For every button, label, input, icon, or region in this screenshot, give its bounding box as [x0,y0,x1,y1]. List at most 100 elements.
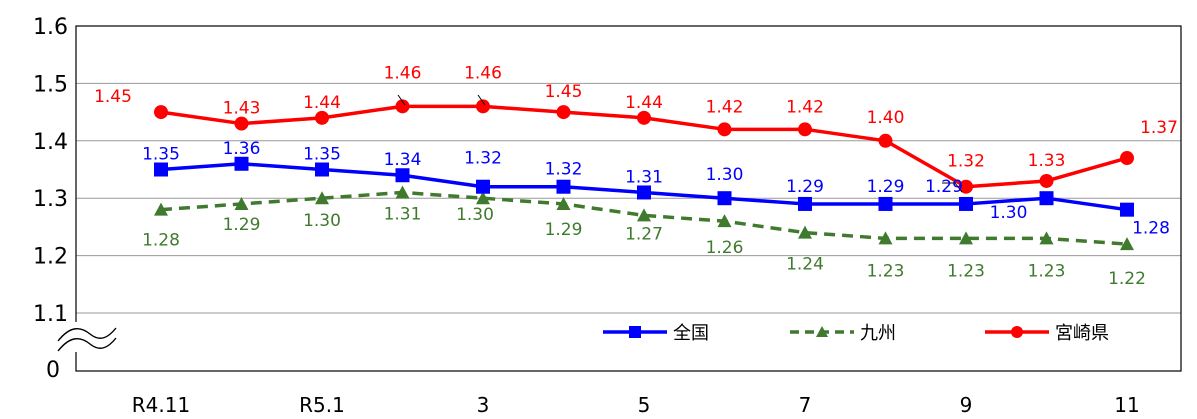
data-label: 1.44 [625,93,663,113]
data-point-marker [315,162,329,177]
data-label: 1.42 [786,97,824,117]
y-tick-label: 1.6 [33,15,68,40]
x-tick-label: 3 [477,393,490,417]
data-point-marker [1039,231,1054,245]
data-point-marker [959,231,973,245]
data-point-marker [1120,151,1134,166]
data-point-marker [234,156,249,171]
data-point-marker [315,110,329,125]
axis-break-wave [57,337,117,352]
y-tick-label: 1.4 [33,130,68,155]
data-label: 1.40 [867,108,905,128]
legend-label: 九州 [860,323,896,344]
legend-marker [816,326,828,337]
x-tick-label: R5.1 [299,393,345,417]
data-point-marker [154,202,168,216]
data-point-marker [315,191,329,205]
x-tick-label: 11 [1114,393,1139,417]
x-tick-label: 9 [960,393,973,417]
data-label: 1.43 [223,99,261,119]
legend-item: 宮崎県 [985,323,1109,344]
data-point-marker [1120,202,1134,217]
series-lines [154,99,1134,251]
y-tick-label: 1.5 [33,72,68,97]
axis-break-wave [57,327,117,342]
data-labels: 1.28 1.29 1.30 1.31 1.30 1.29 1.27 1.26 1.24 1.23… [94,63,1178,289]
data-label: 1.32 [464,149,502,169]
legend-item: 全国 [603,323,709,344]
data-point-marker [798,225,812,239]
data-point-marker [556,179,571,194]
data-label: 1.46 [384,63,422,83]
data-point-marker [878,196,893,211]
data-point-marker [1039,191,1054,206]
data-label: 1.29 [925,177,963,197]
data-point-marker [637,110,651,125]
data-label: 1.34 [384,150,422,170]
x-tick-label: 5 [638,393,651,417]
data-label: 1.46 [464,63,502,83]
data-point-marker [234,116,249,131]
data-label: 1.29 [545,220,583,240]
data-point-marker [1120,237,1134,251]
data-point-marker [154,105,168,120]
data-point-marker [798,122,812,137]
y-tick-label: 1.2 [33,245,68,270]
data-label: 1.32 [545,160,583,180]
data-point-marker [717,191,732,206]
data-point-marker [878,133,893,148]
data-point-marker [395,168,410,183]
data-point-marker [959,196,973,211]
data-point-marker [476,99,490,114]
data-label: 1.42 [706,97,744,117]
data-label: 1.37 [1140,118,1178,138]
data-point-marker [476,191,490,205]
data-label: 1.30 [990,203,1028,223]
plot-frame [75,25,1182,372]
label-leader-line [477,94,486,106]
data-label: 1.30 [303,211,341,231]
data-point-marker [234,196,249,210]
axis-break-icon [56,322,117,352]
data-label: 1.35 [303,145,341,165]
data-label: 1.29 [867,177,905,197]
legend-marker [629,326,641,338]
data-point-marker [637,208,651,222]
data-label: 1.35 [142,145,180,165]
data-point-marker [637,185,651,200]
y-tick-label: 0 [46,358,60,383]
data-label: 1.23 [1028,261,1066,281]
data-point-marker [556,105,571,120]
data-label: 1.29 [786,177,824,197]
data-label: 1.29 [223,215,261,235]
data-point-marker [154,162,168,177]
data-label: 1.44 [303,93,341,113]
data-label: 1.28 [1132,219,1170,239]
data-label: 1.28 [142,231,180,251]
data-point-marker [717,214,732,228]
data-label: 1.36 [223,139,261,159]
data-label: 1.45 [545,82,583,102]
data-point-marker [1039,173,1054,188]
x-tick-label: 7 [799,393,812,417]
data-point-marker [959,179,973,194]
data-point-marker [798,196,812,211]
legend-item: 九州 [790,323,896,344]
data-point-marker [395,185,410,199]
data-label: 1.23 [867,261,905,281]
data-label: 1.26 [706,238,744,258]
y-tick-label: 1.3 [33,187,68,212]
data-label: 1.33 [1028,151,1066,171]
data-label: 1.32 [947,152,985,172]
data-point-marker [476,179,490,194]
data-label: 1.24 [786,255,824,275]
data-label: 1.23 [947,261,985,281]
legend: 全国 九州 宮崎県 [603,323,1109,344]
data-label: 1.31 [625,167,663,187]
data-label: 1.27 [625,224,663,244]
gridlines [76,82,1181,314]
data-label: 1.45 [94,87,132,107]
data-label: 1.31 [384,204,422,224]
